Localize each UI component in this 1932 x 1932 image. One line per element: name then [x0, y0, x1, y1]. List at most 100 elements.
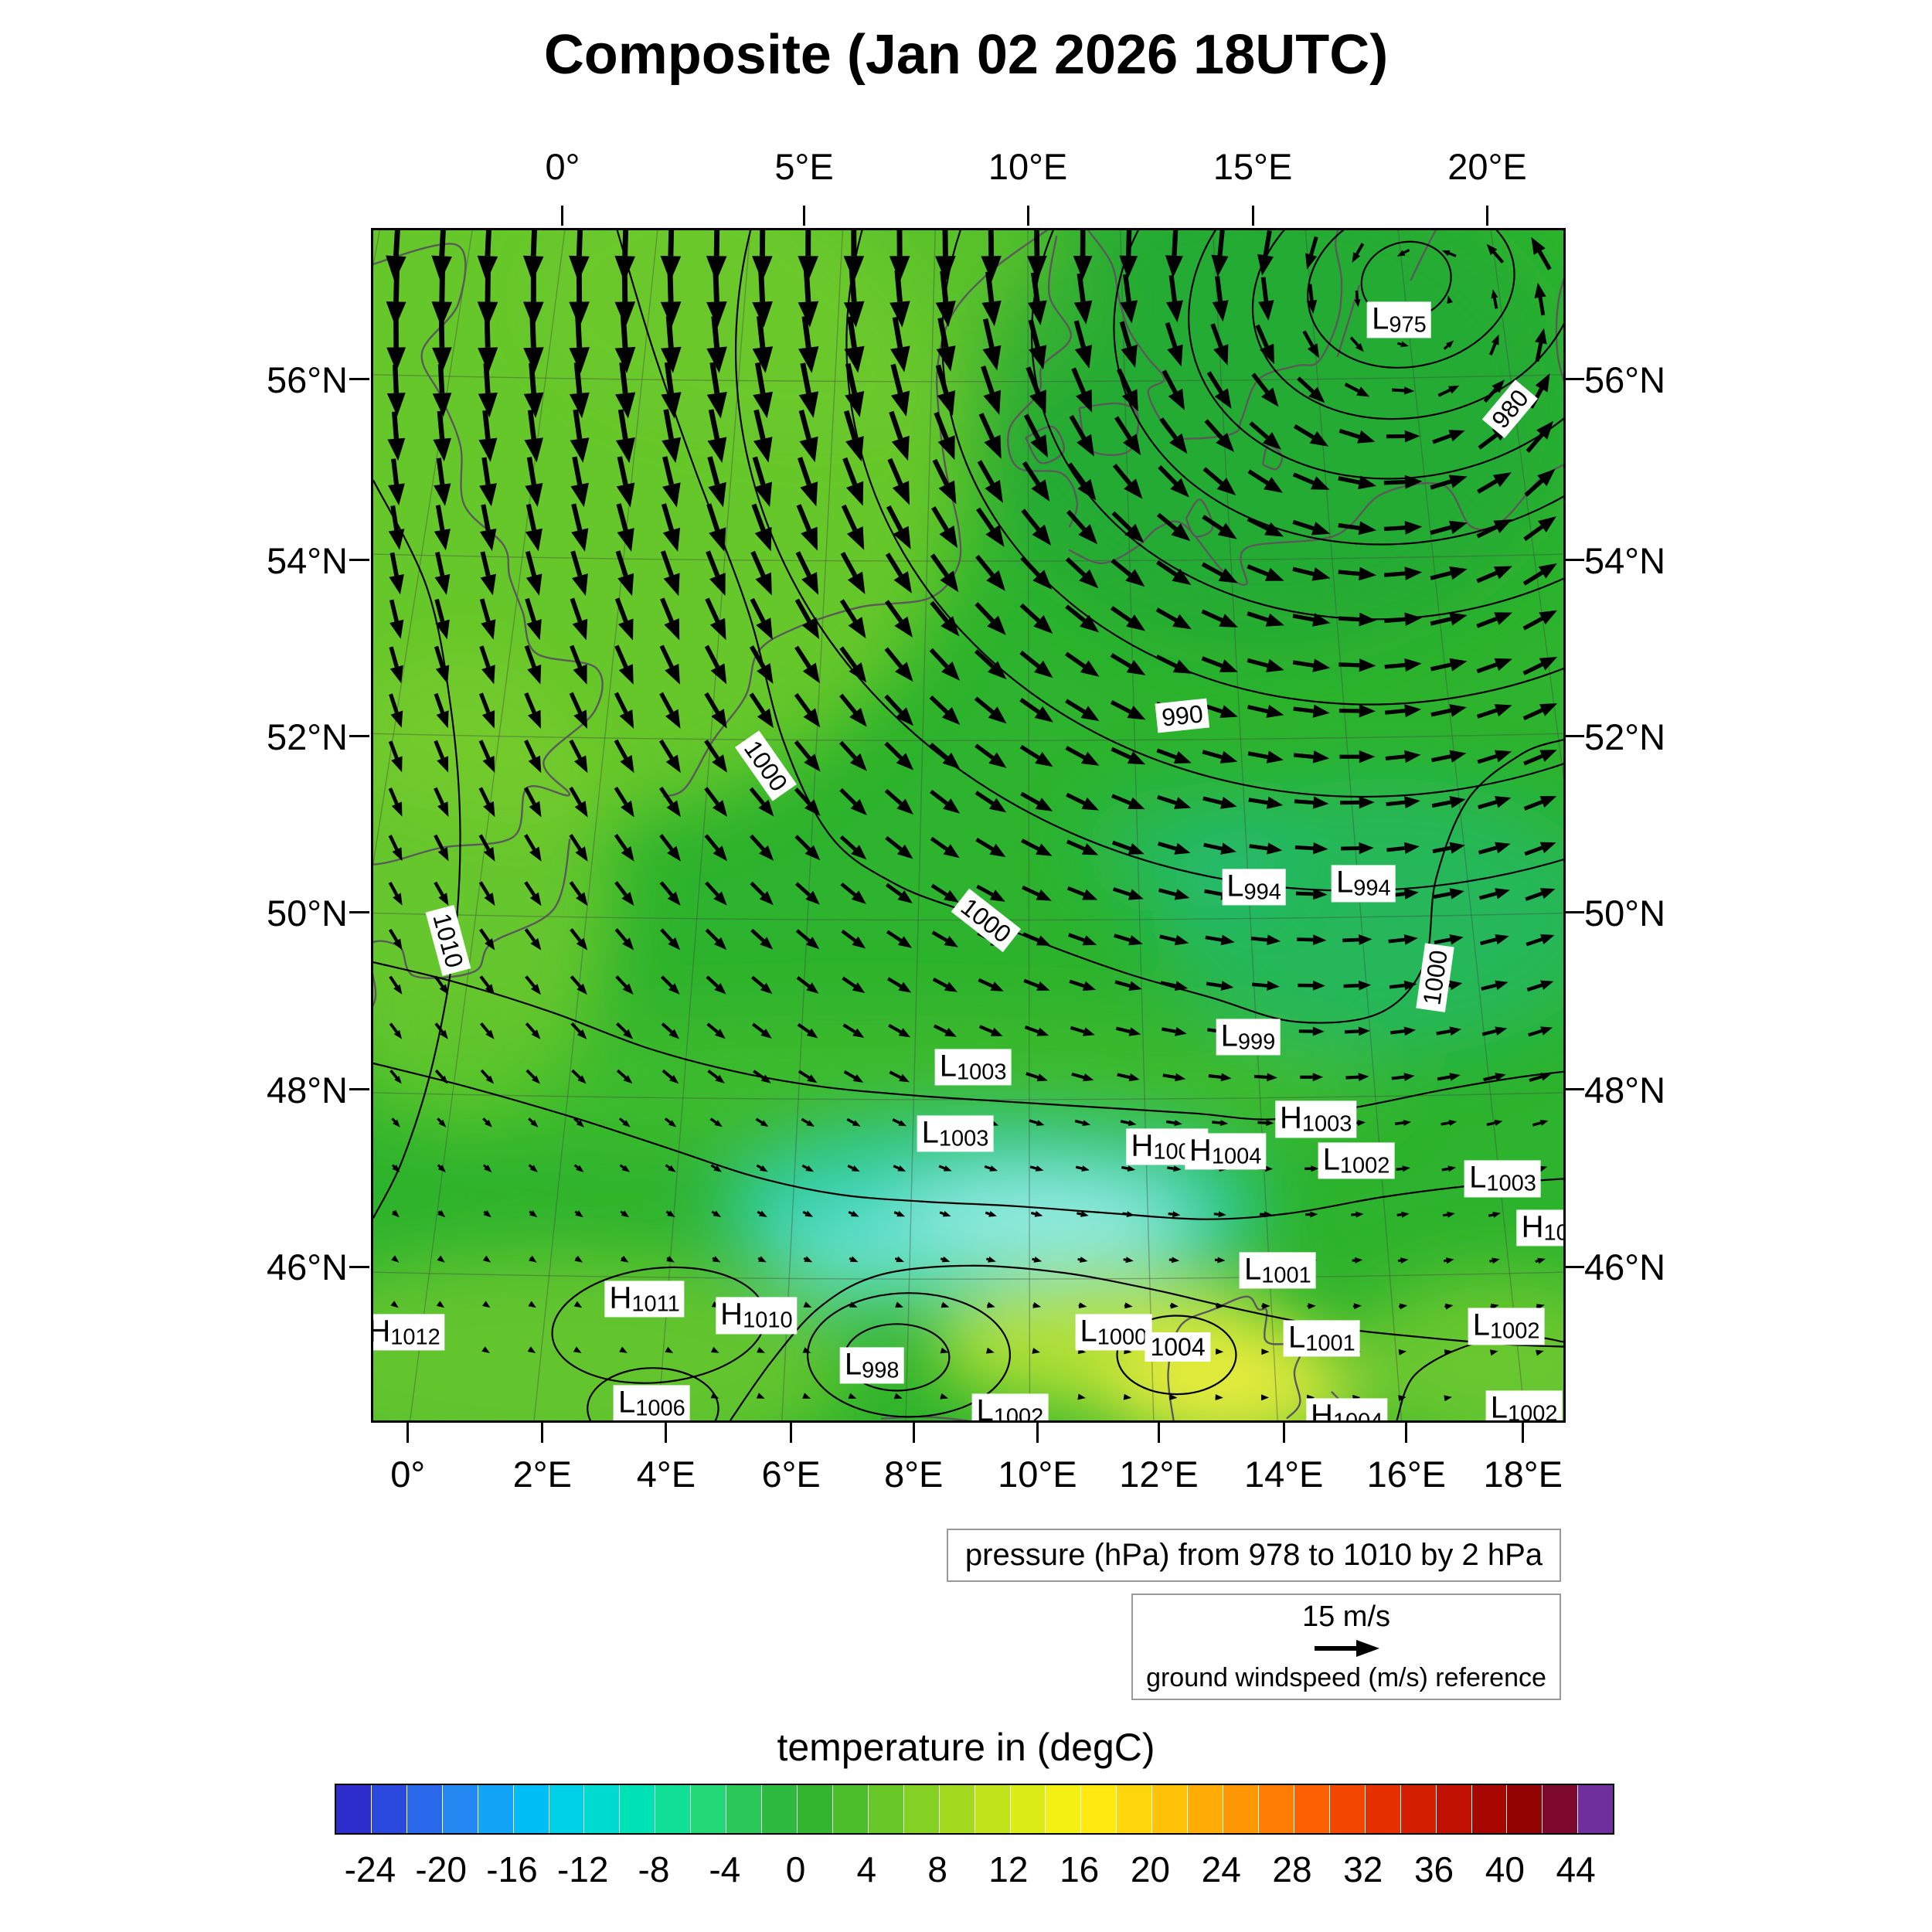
axis-label-top: 15°E [1213, 146, 1293, 187]
colorbar-tick-label: 28 [1272, 1849, 1312, 1889]
axis-label-bottom: 18°E [1483, 1454, 1563, 1495]
pressure-center-l: L1001 [1240, 1252, 1316, 1289]
pressure-center-l: L1003 [934, 1049, 1012, 1086]
colorbar-title: temperature in (degC) [777, 1726, 1155, 1769]
colorbar-tick-label: 32 [1343, 1849, 1383, 1889]
colorbar-segment [549, 1785, 585, 1833]
pressure-center-l: L1003 [917, 1115, 994, 1152]
pressure-center-l: L1000 [1075, 1314, 1152, 1351]
colorbar-segment [1294, 1785, 1330, 1833]
axis-tick-left [349, 911, 369, 913]
map-svg [373, 230, 1563, 1420]
axis-label-left: 52°N [266, 716, 348, 757]
pressure-center-l: L1006 [613, 1385, 690, 1420]
axis-label-top: 5°E [774, 146, 834, 187]
axis-label-top: 10°E [988, 146, 1068, 187]
colorbar-segment [1543, 1785, 1579, 1833]
axis-label-bottom: 10°E [998, 1454, 1077, 1495]
colorbar-tick-label: 40 [1485, 1849, 1525, 1889]
axis-tick-top [1026, 206, 1029, 226]
axis-label-bottom: 14°E [1243, 1454, 1324, 1495]
axis-tick-right [1564, 1265, 1584, 1268]
axis-tick-left [349, 1265, 369, 1268]
colorbar-tick-label: 24 [1201, 1849, 1241, 1889]
colorbar-segment [1400, 1785, 1437, 1833]
axis-label-top: 0° [545, 146, 580, 187]
colorbar-segment [478, 1785, 514, 1833]
isobar-label: 1010 [425, 905, 471, 977]
colorbar-segment [406, 1785, 443, 1833]
pressure-center-l: L1002 [1485, 1390, 1563, 1420]
colorbar-segment [1152, 1785, 1189, 1833]
axis-tick-top [1251, 206, 1254, 226]
colorbar-segment [1365, 1785, 1401, 1833]
colorbar-segment [1578, 1785, 1614, 1833]
isobar-label: 1004 [1145, 1332, 1211, 1362]
axis-label-bottom: 6°E [761, 1454, 821, 1495]
axis-tick-bottom [1282, 1423, 1285, 1443]
colorbar-segment [442, 1785, 478, 1833]
colorbar-segment [1223, 1785, 1259, 1833]
axis-tick-bottom [1405, 1423, 1408, 1443]
pressure-center-l: L994 [1331, 865, 1396, 903]
axis-tick-bottom [1522, 1423, 1525, 1443]
colorbar-segment [868, 1785, 904, 1833]
axis-tick-top [803, 206, 806, 226]
isobar-label: 1000 [951, 888, 1022, 953]
axis-tick-right [1564, 911, 1584, 913]
pressure-note: pressure (hPa) from 978 to 1010 by 2 hPa [946, 1529, 1561, 1582]
pressure-center-l: L1002 [971, 1393, 1049, 1420]
colorbar-segment [797, 1785, 833, 1833]
axis-label-right: 52°N [1584, 716, 1666, 757]
colorbar-segment [832, 1785, 869, 1833]
pressure-center-h: H1010 [716, 1297, 798, 1335]
axis-label-bottom: 12°E [1119, 1454, 1199, 1495]
pressure-center-l: L1001 [1283, 1320, 1360, 1357]
axis-label-right: 46°N [1584, 1247, 1666, 1288]
isobar-label: 1000 [1415, 943, 1454, 1012]
axis-label-bottom: 8°E [884, 1454, 944, 1495]
wind-arrows [386, 230, 1558, 1402]
axis-label-right: 48°N [1584, 1069, 1666, 1111]
axis-label-bottom: 16°E [1366, 1454, 1447, 1495]
pressure-center-h: H1011 [604, 1281, 685, 1318]
pressure-center-l: L994 [1222, 869, 1286, 906]
colorbar-segment [655, 1785, 692, 1833]
colorbar-segment [903, 1785, 940, 1833]
axis-label-left: 50°N [266, 892, 348, 934]
wind-legend: 15 m/s ground windspeed (m/s) reference [1131, 1594, 1561, 1700]
axis-label-left: 56°N [266, 359, 348, 400]
pressure-center-h: H1004 [1184, 1133, 1267, 1170]
pressure-center-l: L998 [839, 1347, 904, 1384]
colorbar-segment [1507, 1785, 1543, 1833]
pressure-center-l: L975 [1367, 301, 1431, 338]
colorbar-segment [1258, 1785, 1294, 1833]
axis-label-bottom: 2°E [512, 1454, 572, 1495]
axis-tick-bottom [912, 1423, 915, 1443]
colorbar-tick-label: -24 [344, 1849, 396, 1889]
colorbar-segment [939, 1785, 975, 1833]
axis-tick-bottom [541, 1423, 544, 1443]
colorbar-tick-label: -12 [556, 1849, 609, 1889]
map-canvas: L975 L994 L994 L999 L1003 L1003 H1003 H1004 H100… [371, 228, 1566, 1423]
colorbar-segment [1188, 1785, 1224, 1833]
colorbar-tick-label: -8 [638, 1849, 670, 1889]
colorbar-tick-label: 4 [856, 1849, 877, 1889]
colorbar [335, 1784, 1614, 1835]
colorbar-segment [371, 1785, 407, 1833]
axis-tick-bottom [406, 1423, 410, 1443]
axis-tick-right [1564, 1088, 1584, 1091]
colorbar-segment [620, 1785, 656, 1833]
axis-tick-bottom [1157, 1423, 1160, 1443]
colorbar-tick-label: 20 [1130, 1849, 1171, 1889]
colorbar-tick-label: 16 [1060, 1849, 1100, 1889]
pressure-center-h: H1005 [1516, 1209, 1563, 1247]
pressure-center-l: L1002 [1318, 1142, 1395, 1179]
pressure-center-l: L1003 [1464, 1160, 1541, 1197]
isobar-label: 1000 [735, 730, 798, 801]
pressure-center-l: L1002 [1468, 1308, 1545, 1345]
colorbar-segment [584, 1785, 621, 1833]
pressure-center-h: H1012 [373, 1314, 445, 1351]
colorbar-segment [1117, 1785, 1153, 1833]
